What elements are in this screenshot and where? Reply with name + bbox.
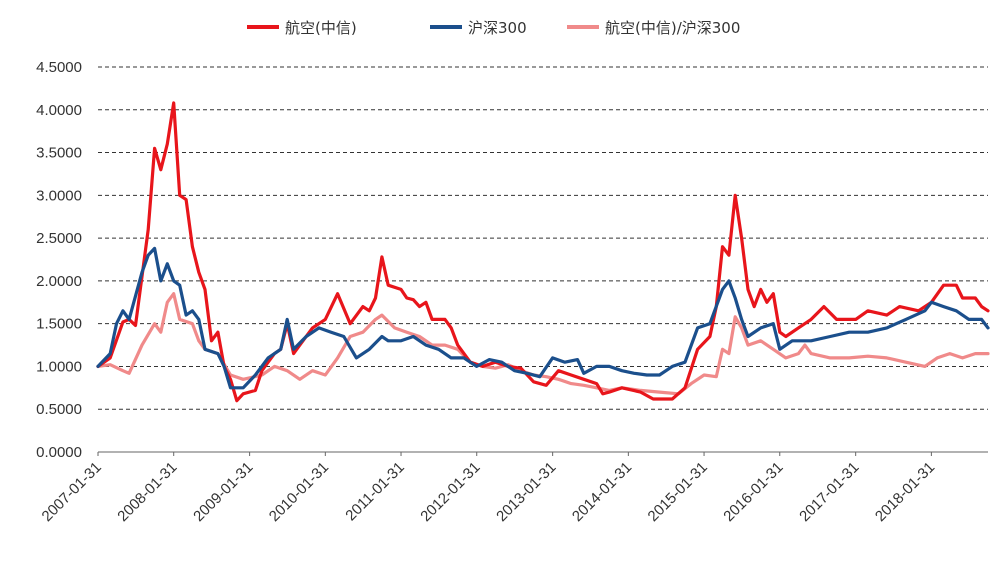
- legend: 航空(中信) 沪深300 航空(中信)/沪深300: [247, 19, 740, 37]
- x-tick-label: 2007-01-31: [39, 459, 105, 525]
- grid-lines: [98, 66, 988, 453]
- x-tick-label: 2013-01-31: [493, 459, 559, 525]
- x-tick-label: 2014-01-31: [569, 459, 635, 525]
- y-tick-label: 1.5000: [36, 316, 82, 333]
- series-lines: [96, 101, 990, 403]
- legend-label: 航空(中信): [285, 19, 357, 37]
- y-tick-label: 2.5000: [36, 230, 82, 247]
- series-line-1: [96, 246, 990, 390]
- y-tick-label: 0.5000: [36, 401, 82, 418]
- x-tick-label: 2009-01-31: [190, 459, 256, 525]
- x-tick-label: 2010-01-31: [266, 459, 332, 525]
- y-tick-label: 1.0000: [36, 358, 82, 375]
- x-tick-label: 2015-01-31: [645, 459, 711, 525]
- x-axis: 2007-01-31 2008-01-31 2009-01-31 2010-01-31…: [39, 452, 938, 525]
- y-tick-label: 4.0000: [36, 102, 82, 119]
- x-tick-label: 2008-01-31: [114, 459, 180, 525]
- y-tick-label: 4.5000: [36, 59, 82, 76]
- x-tick-label: 2012-01-31: [417, 459, 483, 525]
- y-tick-label: 3.0000: [36, 187, 82, 204]
- x-tick-label: 2011-01-31: [342, 459, 407, 524]
- x-tick-label: 2016-01-31: [720, 459, 786, 525]
- x-tick-label: 2017-01-31: [796, 459, 862, 525]
- legend-label: 航空(中信)/沪深300: [605, 19, 740, 37]
- legend-label: 沪深300: [468, 19, 527, 37]
- y-tick-label: 0.0000: [36, 444, 82, 461]
- y-tick-label: 2.0000: [36, 273, 82, 290]
- y-axis-labels: 0.0000 0.5000 1.0000 1.5000 2.0000 2.5000 3.00…: [36, 59, 82, 461]
- x-tick-label: 2018-01-31: [872, 459, 938, 525]
- y-tick-label: 3.5000: [36, 145, 82, 162]
